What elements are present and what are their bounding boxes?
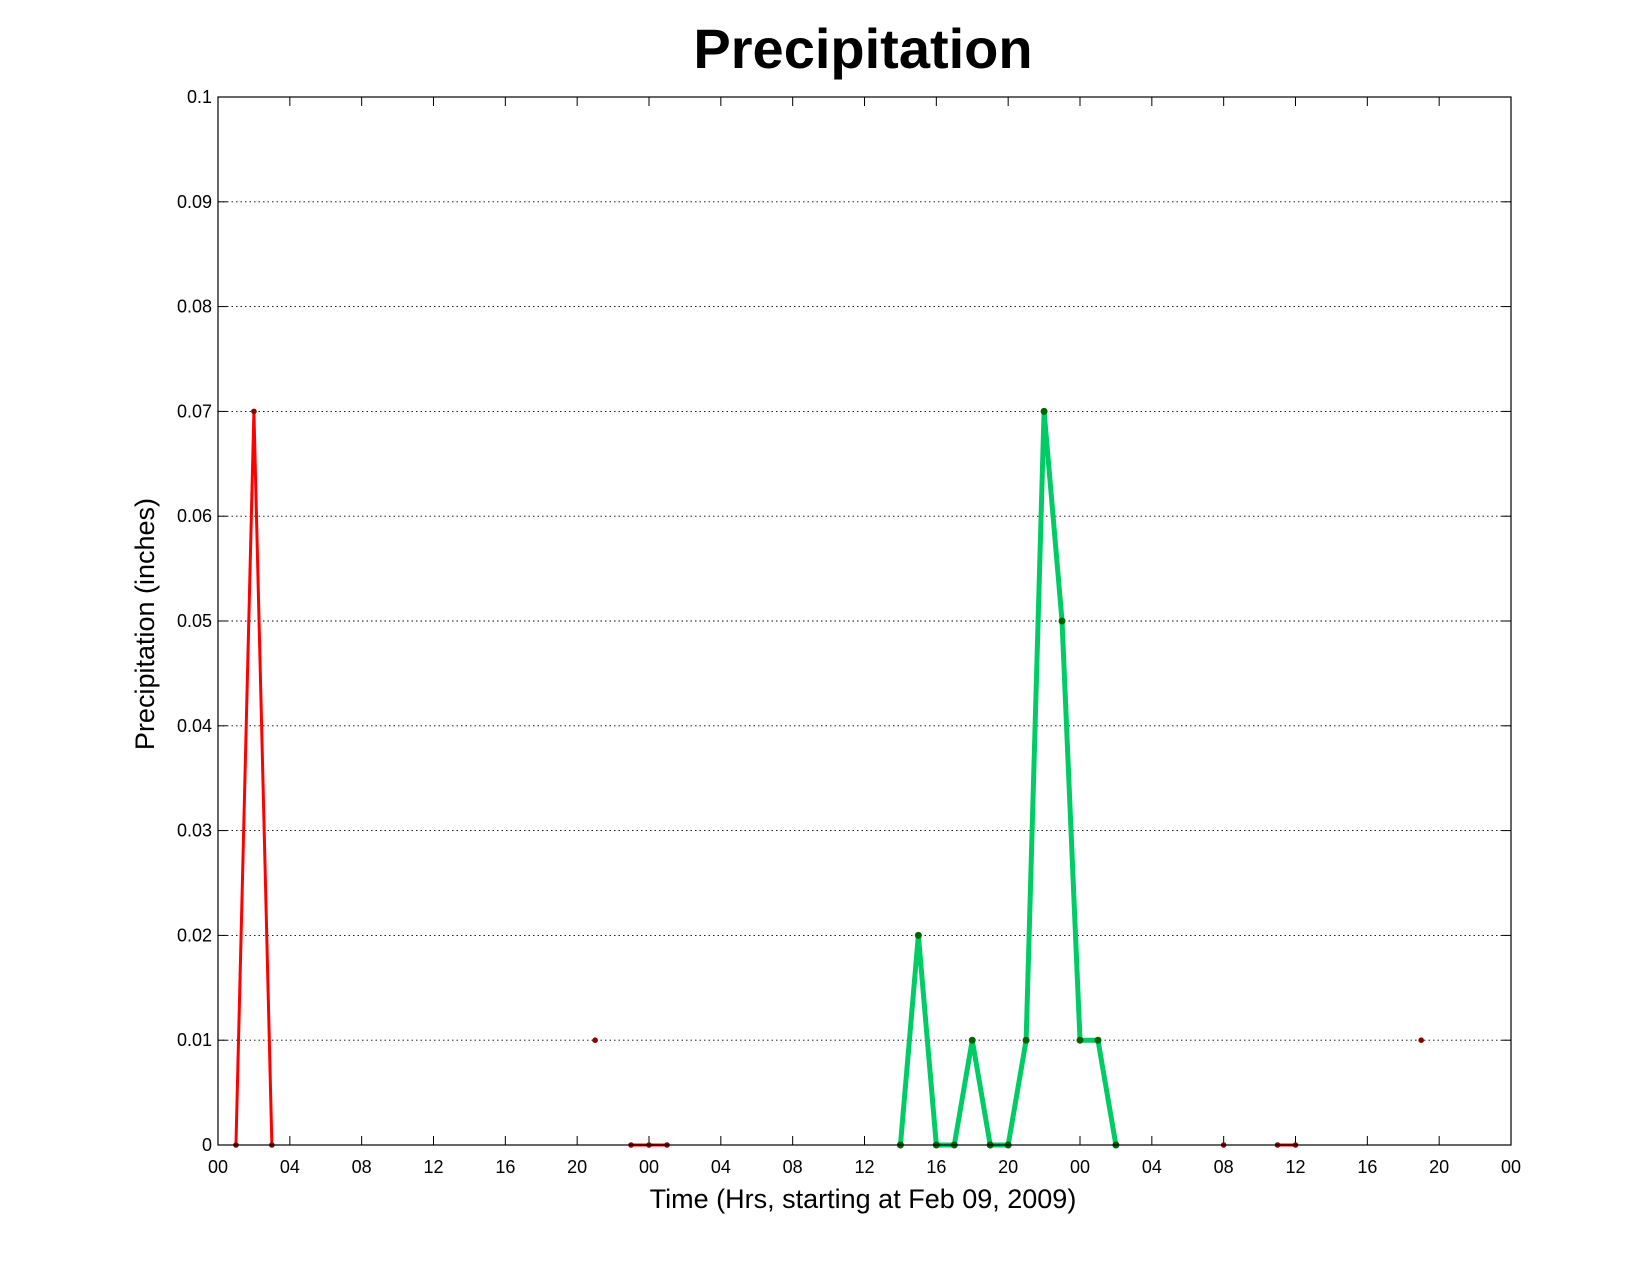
x-tick-label: 04 bbox=[280, 1157, 300, 1177]
y-tick-label: 0.01 bbox=[177, 1030, 212, 1050]
data-point bbox=[1040, 407, 1048, 415]
y-tick-label: 0.09 bbox=[177, 192, 212, 212]
data-point bbox=[968, 1036, 976, 1044]
data-point bbox=[1094, 1036, 1102, 1044]
x-tick-label: 00 bbox=[1070, 1157, 1090, 1177]
y-tick-label: 0.05 bbox=[177, 611, 212, 631]
x-tick-label: 08 bbox=[1214, 1157, 1234, 1177]
x-tick-label: 00 bbox=[639, 1157, 659, 1177]
data-point bbox=[1058, 617, 1066, 625]
x-tick-label: 20 bbox=[567, 1157, 587, 1177]
y-tick-label: 0.06 bbox=[177, 506, 212, 526]
x-tick-label: 16 bbox=[495, 1157, 515, 1177]
y-tick-labels: 0 0.01 0.02 0.03 0.04 0.05 0.06 0.07 0.08 0.09 0.1 bbox=[177, 87, 212, 1155]
x-tick-label: 08 bbox=[352, 1157, 372, 1177]
x-tick-label: 16 bbox=[926, 1157, 946, 1177]
x-tick-label: 16 bbox=[1357, 1157, 1377, 1177]
x-tick-label: 04 bbox=[1142, 1157, 1162, 1177]
x-tick-label: 00 bbox=[1501, 1157, 1521, 1177]
data-point bbox=[914, 931, 922, 939]
x-axis-label: Time (Hrs, starting at Feb 09, 2009) bbox=[650, 1184, 1077, 1214]
x-tick-label: 12 bbox=[423, 1157, 443, 1177]
x-tick-label: 20 bbox=[1429, 1157, 1449, 1177]
data-point bbox=[1022, 1036, 1030, 1044]
y-axis-label: Precipitation (inches) bbox=[130, 498, 160, 750]
y-tick-label: 0.02 bbox=[177, 925, 212, 945]
x-tick-label: 20 bbox=[998, 1157, 1018, 1177]
data-point bbox=[1418, 1037, 1425, 1043]
chart-title: Precipitation bbox=[693, 17, 1032, 80]
tick-marks bbox=[217, 96, 1512, 1146]
y-tick-label: 0 bbox=[202, 1135, 212, 1155]
x-tick-label: 12 bbox=[1285, 1157, 1305, 1177]
y-tick-label: 0.1 bbox=[187, 87, 212, 107]
plot-frame bbox=[217, 96, 1512, 1146]
y-tick-label: 0.04 bbox=[177, 716, 212, 736]
data-point bbox=[251, 408, 257, 415]
x-tick-label: 04 bbox=[711, 1157, 731, 1177]
x-tick-labels: 00 04 08 12 16 20 00 04 08 12 16 20 00 04 08 12 16 20 00 bbox=[208, 1157, 1521, 1177]
y-tick-label: 0.08 bbox=[177, 297, 212, 317]
x-tick-label: 08 bbox=[783, 1157, 803, 1177]
data-point bbox=[592, 1037, 598, 1043]
x-tick-label: 00 bbox=[208, 1157, 228, 1177]
y-tick-label: 0.07 bbox=[177, 401, 212, 421]
y-tick-label: 0.03 bbox=[177, 821, 212, 841]
data-point bbox=[1076, 1036, 1084, 1044]
x-tick-label: 12 bbox=[854, 1157, 874, 1177]
